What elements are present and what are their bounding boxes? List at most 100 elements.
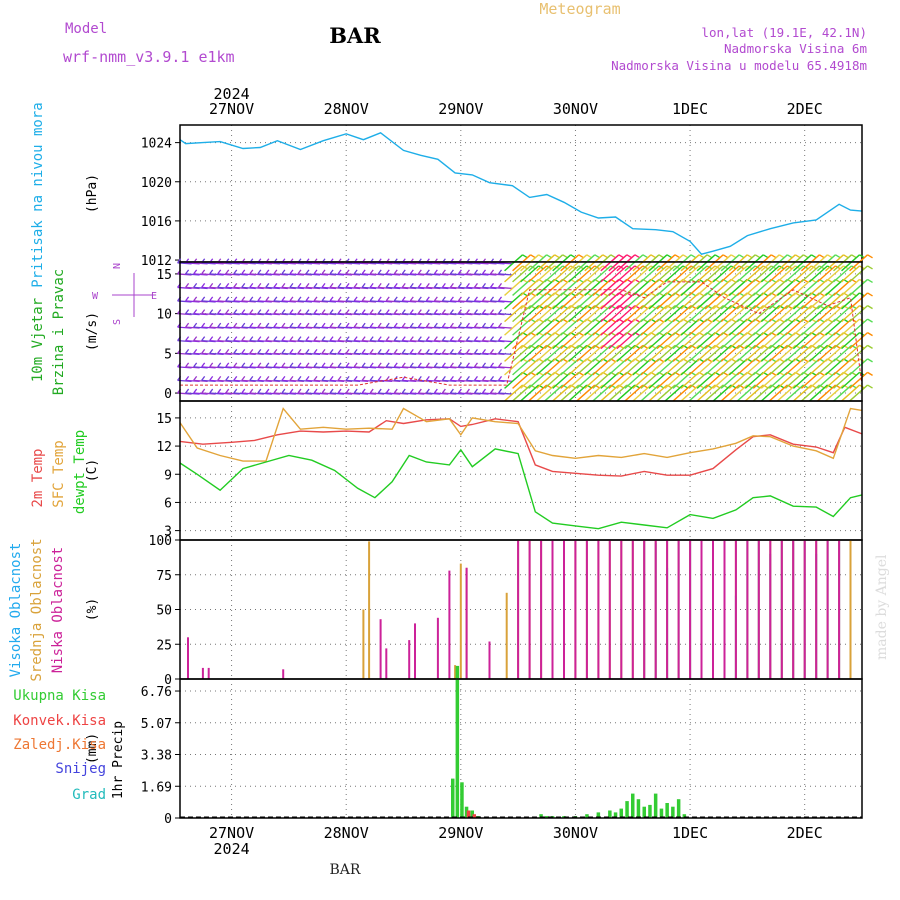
ytick-label-wind-3: 15 — [156, 268, 172, 283]
wind-barb — [297, 283, 302, 288]
bar-precip-0-2 — [460, 782, 464, 818]
wind-barb — [225, 362, 230, 368]
panel-frame-pressure — [179, 124, 863, 263]
wind-barb — [481, 375, 486, 381]
wind-barb — [377, 322, 382, 328]
wind-barb — [849, 265, 869, 283]
wind-barb — [385, 362, 390, 368]
wind-barb — [552, 371, 572, 389]
wind-barb — [560, 318, 580, 336]
wind-barb — [688, 371, 708, 389]
wind-barb — [728, 358, 748, 376]
wind-barb — [504, 265, 524, 283]
wind-barb — [225, 348, 230, 354]
wind-barb — [704, 254, 724, 272]
wind-barb — [273, 388, 278, 394]
wind-barb — [624, 278, 644, 296]
wind-barb — [489, 309, 495, 315]
ytick-label-cloud-0: 0 — [164, 673, 172, 688]
wind-barb — [329, 336, 334, 342]
wind-barb — [369, 309, 374, 315]
wind-barb — [225, 336, 230, 342]
wind-barb — [273, 348, 278, 354]
wind-barb — [576, 292, 596, 310]
wind-barb — [768, 332, 788, 350]
wind-barb — [616, 344, 636, 362]
wind-barb — [361, 296, 366, 302]
wind-barb — [568, 305, 588, 323]
bar-cloud-1-5 — [505, 592, 508, 679]
wind-barb — [552, 358, 572, 376]
wind-barb — [385, 296, 390, 302]
wind-barb — [552, 278, 572, 296]
wind-barb — [409, 336, 414, 342]
wind-barb — [768, 265, 788, 283]
wind-barb — [632, 371, 652, 389]
wind-barb — [784, 265, 804, 283]
wind-barb — [712, 265, 732, 283]
wind-barb — [498, 300, 513, 303]
wind-barb — [353, 362, 358, 368]
bar-precip-0-25 — [676, 799, 681, 818]
wind-barb — [257, 283, 262, 288]
wind-barb — [784, 292, 804, 310]
wind-barb — [696, 344, 716, 362]
wind-barb — [345, 296, 350, 302]
wind-barb — [481, 348, 486, 354]
wind-barb — [209, 375, 214, 381]
wind-barb — [768, 344, 788, 362]
precip-legend-4: Grad — [72, 787, 106, 803]
wind-barb — [648, 384, 668, 402]
wind-barb — [792, 265, 812, 283]
wind-barb — [640, 305, 660, 323]
wind-barb — [680, 305, 700, 323]
model-label: Model — [65, 21, 107, 37]
wind-barb — [656, 254, 676, 272]
wind-barb — [752, 358, 772, 376]
wind-barb — [560, 358, 580, 376]
wind-barb — [504, 278, 524, 296]
wind-barb — [849, 292, 869, 310]
wind-barb — [600, 265, 620, 283]
wind-barb — [257, 348, 262, 354]
wind-barb — [768, 318, 788, 336]
wind-barb — [321, 309, 326, 315]
wind-barb — [833, 332, 852, 350]
wind-barb — [672, 254, 692, 272]
wind-barb — [867, 384, 873, 389]
wind-barb — [616, 278, 636, 296]
wind-barb — [736, 318, 756, 336]
wind-barb — [672, 318, 692, 336]
wind-barb — [441, 362, 446, 368]
bar-precip-0-1 — [455, 665, 460, 818]
wind-barb — [297, 348, 302, 354]
wind-barb — [552, 332, 572, 350]
watermark: made by Angel — [874, 554, 890, 660]
wind-barb — [648, 318, 668, 336]
wind-barb — [833, 305, 852, 323]
wind-barb — [465, 322, 470, 328]
wind-barb — [592, 305, 612, 323]
wind-barb — [825, 305, 844, 323]
wind-barb — [752, 318, 772, 336]
wind-barb — [273, 309, 278, 315]
wind-barb — [544, 371, 564, 389]
wind-barb — [321, 388, 326, 394]
ytick-label-temperature-2: 9 — [164, 468, 172, 483]
wind-barb — [664, 318, 684, 336]
wind-barb — [608, 305, 628, 323]
wind-barb — [217, 388, 222, 394]
wind-barb — [449, 362, 454, 368]
wind-barb — [752, 265, 772, 283]
wind-barb — [744, 305, 764, 323]
wind-barb — [257, 336, 262, 342]
wind-barb — [576, 318, 596, 336]
wind-barb — [417, 296, 422, 302]
wind-barb — [760, 344, 780, 362]
wind-barb — [833, 318, 852, 336]
wind-barb — [217, 309, 222, 315]
wind-barb — [209, 283, 214, 288]
wind-barb — [616, 384, 636, 402]
wind-barb — [728, 384, 748, 402]
